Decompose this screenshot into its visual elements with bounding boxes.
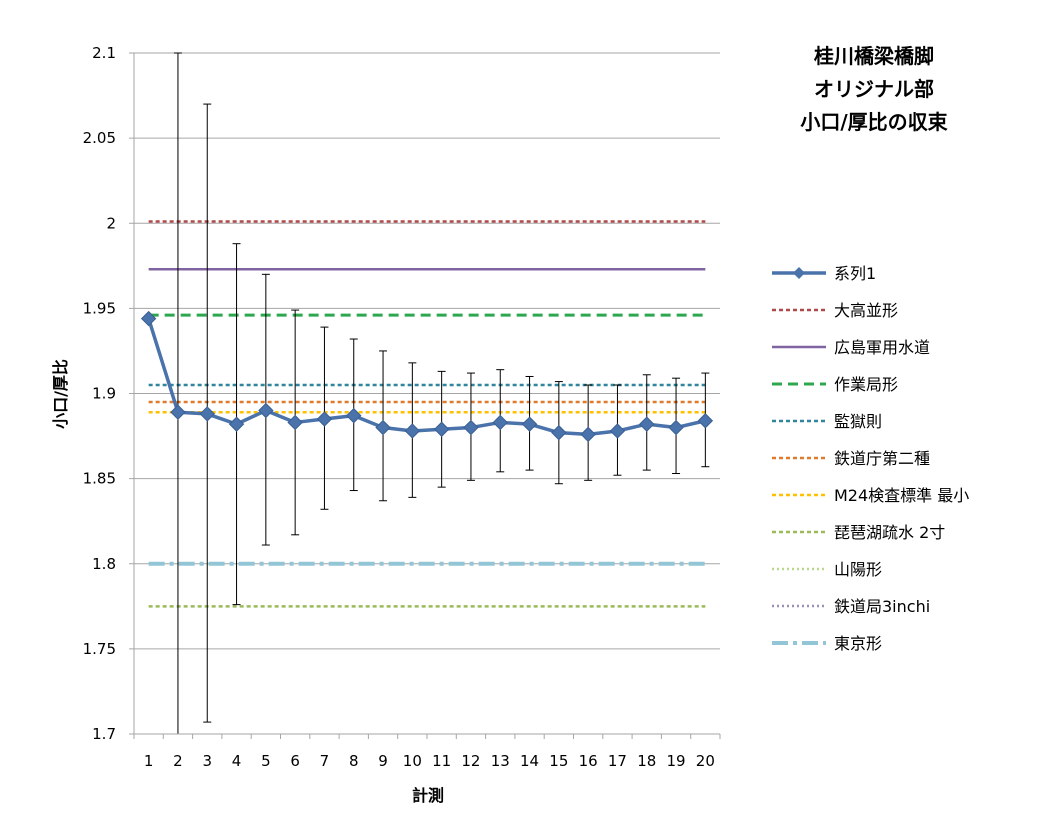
y-tick-label: 1.8 — [92, 555, 116, 573]
data-point — [551, 424, 567, 441]
x-tick-label: 2 — [173, 752, 183, 770]
axes — [133, 53, 720, 735]
x-tick-label: 16 — [579, 752, 598, 770]
x-tick-label: 11 — [432, 752, 451, 770]
reference-lines — [148, 220, 706, 608]
legend-label: 監獄則 — [834, 412, 882, 431]
legend-label: 大高並形 — [834, 301, 898, 320]
chart-title-line-3: 小口/厚比の収束 — [800, 110, 948, 134]
legend-label: 山陽形 — [834, 560, 882, 579]
y-tick-label: 1.75 — [83, 640, 116, 658]
data-point — [463, 419, 479, 436]
x-tick-label: 1 — [144, 752, 154, 770]
x-axis-title: 計測 — [412, 786, 444, 805]
data-point — [580, 426, 596, 443]
y-tick-label: 2 — [106, 214, 116, 232]
series-line — [146, 318, 706, 437]
data-point — [228, 416, 245, 432]
x-tick-label: 5 — [261, 752, 271, 770]
data-point — [316, 411, 333, 427]
legend-label: M24検査標準 最小 — [834, 486, 969, 505]
x-axis-ticks: 1 2 3 4 5 6 7 8 9 10 11 12 13 14 15 16 17 18 19 20 — [133, 734, 721, 770]
legend-label: 作業局形 — [834, 375, 898, 394]
data-point — [492, 414, 508, 431]
x-tick-label: 12 — [461, 752, 480, 770]
data-point — [668, 419, 684, 436]
data-point — [609, 423, 626, 439]
data-point — [404, 423, 421, 439]
data-point — [170, 404, 186, 420]
legend-label: 広島軍用水道 — [834, 338, 930, 357]
x-tick-label: 3 — [202, 752, 212, 770]
data-point — [521, 416, 538, 432]
x-tick-label: 7 — [320, 752, 330, 770]
legend-label: 東京形 — [834, 634, 882, 653]
data-point — [697, 413, 714, 429]
y-axis-title: 小口/厚比 — [51, 359, 70, 429]
data-point — [287, 414, 303, 431]
y-axis-ticks: 1.7 1.75 1.8 1.85 1.9 1.95 2 2.05 2.1 — [83, 44, 134, 743]
x-tick-label: 4 — [232, 752, 242, 770]
y-tick-label: 1.7 — [92, 725, 116, 743]
x-tick-label: 20 — [696, 752, 715, 770]
y-tick-label: 2.05 — [83, 129, 116, 147]
legend-label: 鉄道庁第二種 — [834, 449, 930, 468]
y-tick-label: 2.1 — [92, 44, 116, 62]
x-tick-label: 15 — [549, 752, 568, 770]
data-series — [140, 310, 714, 443]
x-tick-label: 13 — [491, 752, 510, 770]
y-tick-label: 1.95 — [83, 299, 116, 317]
data-point — [140, 310, 157, 327]
x-tick-label: 10 — [403, 752, 422, 770]
legend-label: 琵琶湖疏水 2寸 — [834, 523, 945, 542]
chart-title-line-2: オリジナル部 — [814, 77, 934, 101]
x-tick-label: 6 — [290, 752, 300, 770]
gridlines — [134, 52, 720, 650]
data-point — [375, 419, 391, 436]
x-tick-label: 14 — [520, 752, 539, 770]
data-point — [258, 402, 274, 419]
data-point — [346, 407, 362, 424]
legend-label: 系列1 — [834, 264, 876, 283]
x-tick-label: 19 — [667, 752, 686, 770]
chart-title-line-1: 桂川橋梁橋脚 — [813, 44, 934, 68]
data-point — [199, 406, 215, 422]
legend-label: 鉄道局3inchi — [834, 597, 930, 616]
y-tick-label: 1.85 — [83, 470, 116, 488]
legend-marker — [793, 267, 805, 279]
data-point — [433, 421, 450, 437]
x-tick-label: 9 — [378, 752, 388, 770]
x-tick-label: 17 — [608, 752, 627, 770]
data-point — [639, 416, 655, 432]
x-tick-label: 18 — [637, 752, 656, 770]
x-tick-label: 8 — [349, 752, 359, 770]
y-tick-label: 1.9 — [92, 385, 116, 403]
